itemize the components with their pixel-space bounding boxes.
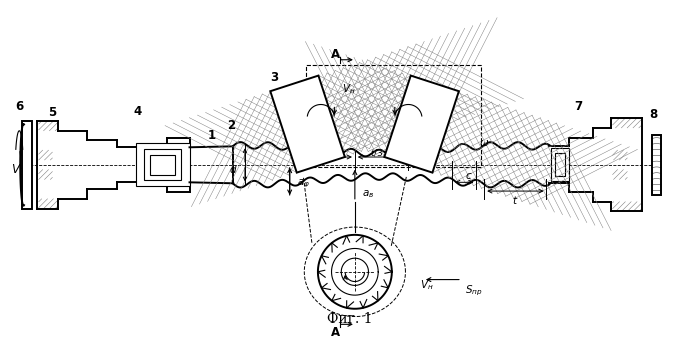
Bar xyxy=(552,148,569,181)
Bar xyxy=(652,135,662,195)
Bar xyxy=(555,153,565,176)
Bar xyxy=(144,149,181,180)
Bar xyxy=(150,155,175,174)
Text: $t$: $t$ xyxy=(512,194,519,206)
Text: A: A xyxy=(331,326,340,339)
Text: 8: 8 xyxy=(650,108,657,121)
Text: A: A xyxy=(331,48,340,62)
Text: 6: 6 xyxy=(15,100,23,113)
Polygon shape xyxy=(270,75,345,173)
Text: $a_\varphi$: $a_\varphi$ xyxy=(297,178,309,190)
Text: 2: 2 xyxy=(228,119,235,132)
Text: $d$: $d$ xyxy=(229,163,237,175)
Text: 5: 5 xyxy=(48,106,57,119)
Text: 4: 4 xyxy=(134,105,142,118)
Text: $a_в$: $a_в$ xyxy=(362,188,374,200)
Text: Фиг. 1: Фиг. 1 xyxy=(327,312,372,326)
Text: 7: 7 xyxy=(575,100,582,113)
Text: $V_н$: $V_н$ xyxy=(287,107,300,121)
Bar xyxy=(136,143,190,186)
Text: 1: 1 xyxy=(208,129,216,142)
Bar xyxy=(306,65,482,167)
Text: $c$: $c$ xyxy=(465,171,472,182)
Text: $t/3$: $t/3$ xyxy=(370,147,384,158)
Text: $V_3$: $V_3$ xyxy=(11,163,26,178)
Text: $V_н$: $V_н$ xyxy=(420,278,433,292)
Text: $t/3$: $t/3$ xyxy=(314,147,328,158)
Text: $\omega$: $\omega$ xyxy=(479,138,489,148)
Polygon shape xyxy=(384,75,459,173)
Text: $V_н$: $V_н$ xyxy=(342,82,356,96)
Bar xyxy=(22,121,32,208)
Text: $S_{пр}$: $S_{пр}$ xyxy=(465,284,482,299)
Text: 3: 3 xyxy=(270,71,278,84)
